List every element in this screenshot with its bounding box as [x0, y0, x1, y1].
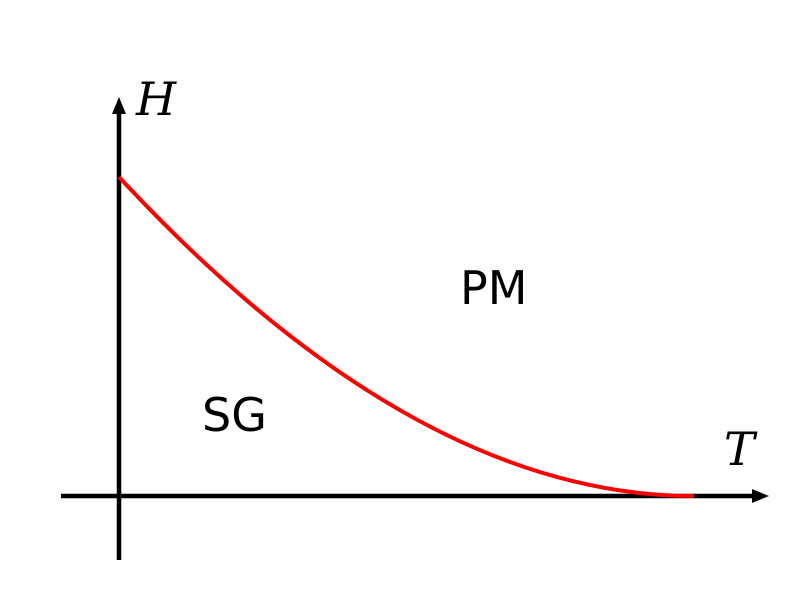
h-axis-label: H — [136, 72, 177, 126]
sg-region-label: SG — [202, 388, 267, 442]
t-axis-label: T — [724, 422, 755, 476]
phase-boundary-curve — [117, 175, 695, 498]
h-axis-arrowhead — [112, 97, 126, 114]
t-axis-arrowhead — [752, 489, 769, 503]
pm-region-label: PM — [460, 261, 528, 315]
